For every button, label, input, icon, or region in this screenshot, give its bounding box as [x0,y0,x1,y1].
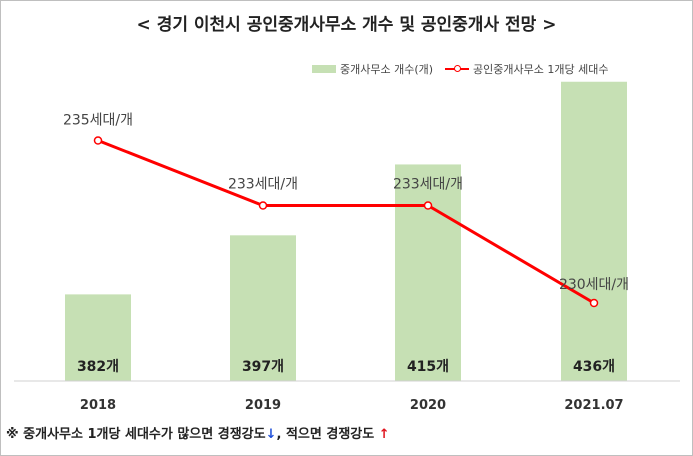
legend-bar-swatch [312,65,336,73]
bar-value-label-3: 436개 [573,359,615,375]
legend-bar-label: 중개사무소 개수(개) [340,63,434,76]
bar-value-label-1: 397개 [242,359,284,375]
line-value-label-2: 233세대/개 [393,177,463,193]
x-tick-label-1: 2019 [245,398,281,413]
legend-line-swatch [445,65,470,73]
footnote-text-2: , 적으면 경쟁강도 [276,427,379,442]
line-point-3 [589,298,599,308]
bar-1 [230,235,296,381]
x-tick-label-3: 2021.07 [564,398,623,413]
bar-0 [65,294,131,381]
chart-title: < 경기 이천시 공인중개사무소 개수 및 공인중개사 전망 > [136,15,557,35]
line-point-2 [423,201,433,210]
line-series [97,139,595,305]
line-point-1 [258,201,268,210]
arrow-up-icon: ↑ [378,427,390,442]
bar-2 [395,164,461,381]
footnote-text-1: ※ 중개사무소 1개당 세대수가 많으면 경쟁강도 [6,427,266,442]
arrow-down-icon: ↓ [265,427,277,442]
x-tick-label-0: 2018 [80,398,116,413]
bar-value-label-2: 415개 [407,359,449,375]
line-point-0 [93,136,103,145]
bar-value-label-0: 382개 [77,359,119,375]
line-value-label-1: 233세대/개 [228,177,298,193]
footnote: ※ 중개사무소 1개당 세대수가 많으면 경쟁강도↓, 적으면 경쟁강도 ↑ [6,423,390,442]
line-value-label-3: 230세대/개 [559,277,629,293]
legend-line-label: 공인중개사무소 1개당 세대수 [473,63,609,76]
bar-3 [561,81,627,381]
x-tick-label-2: 2020 [410,398,446,413]
legend: 중개사무소 개수(개) 공인중개사무소 1개당 세대수 [312,61,608,77]
line-value-label-0: 235세대/개 [63,113,133,129]
